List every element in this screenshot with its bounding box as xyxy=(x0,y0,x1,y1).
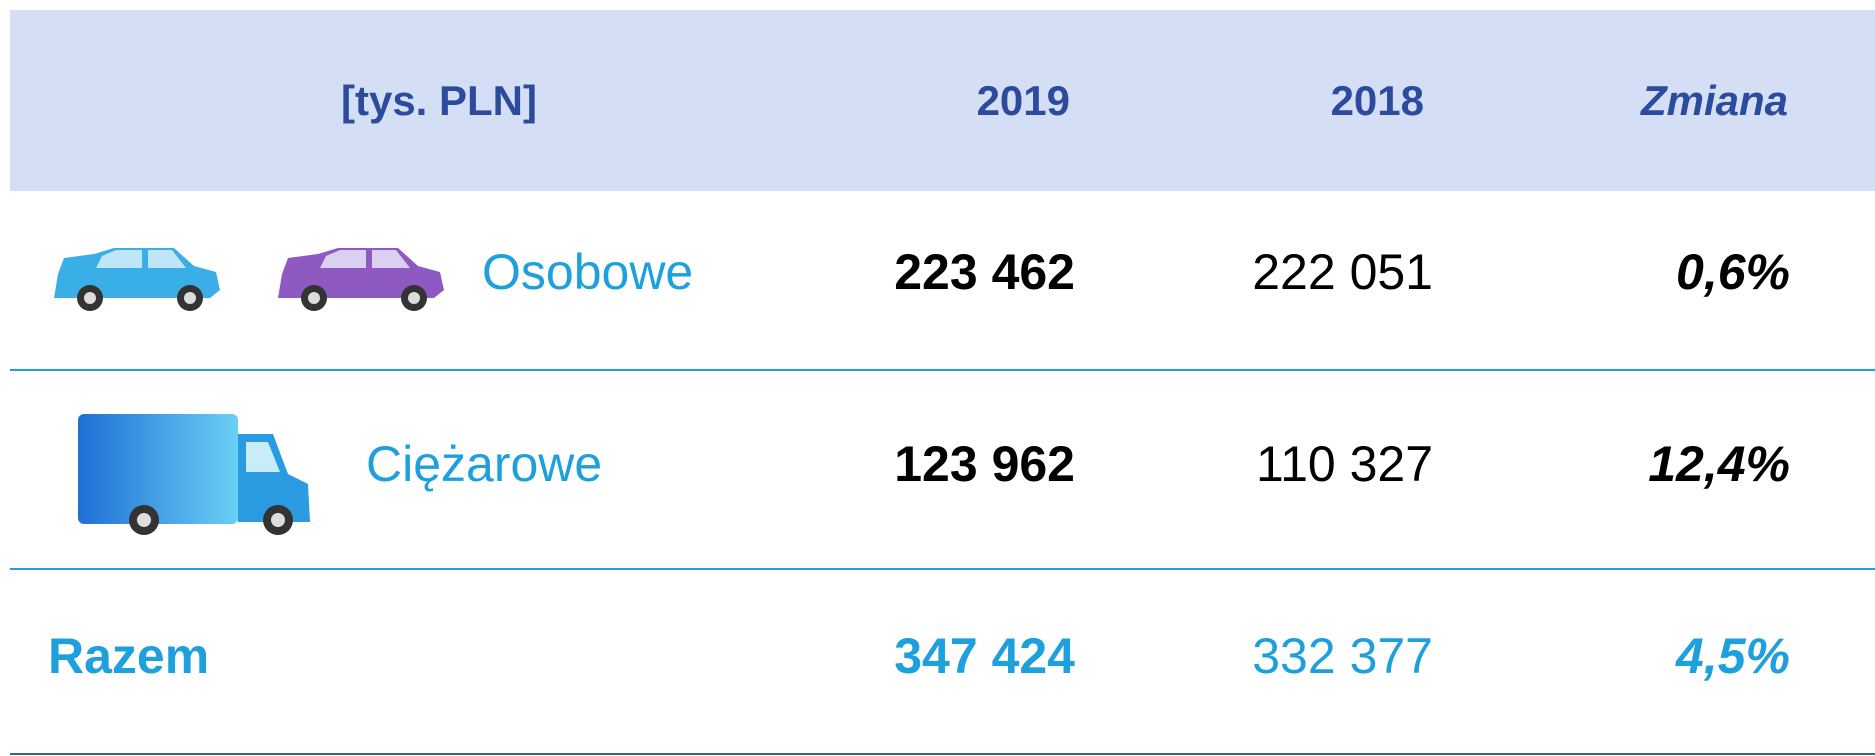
cell-value: 123 962 xyxy=(894,436,1075,492)
cell-value: 12,4% xyxy=(1648,436,1790,492)
row-label: Razem xyxy=(48,628,209,684)
header-cell: 2018 xyxy=(1331,77,1424,124)
cell-value: 110 327 xyxy=(1256,436,1433,492)
cell-value: 332 377 xyxy=(1252,628,1433,684)
car-icon xyxy=(54,248,220,311)
header-cell: [tys. PLN] xyxy=(341,77,537,124)
car-icon xyxy=(278,248,444,311)
row-label: Ciężarowe xyxy=(366,436,602,492)
cell-value: 0,6% xyxy=(1676,244,1790,300)
header-band xyxy=(10,10,1875,191)
cell-value: 4,5% xyxy=(1675,628,1790,684)
header-cell: 2019 xyxy=(977,77,1070,124)
truck-icon xyxy=(78,414,310,535)
row-label: Osobowe xyxy=(482,244,693,300)
cell-value: 347 424 xyxy=(894,628,1075,684)
header-cell: Zmiana xyxy=(1640,77,1788,124)
rows: Osobowe 223 462 222 051 0,6% Ciężarowe 123 96… xyxy=(48,244,1790,684)
cell-value: 223 462 xyxy=(894,244,1075,300)
cell-value: 222 051 xyxy=(1252,244,1433,300)
